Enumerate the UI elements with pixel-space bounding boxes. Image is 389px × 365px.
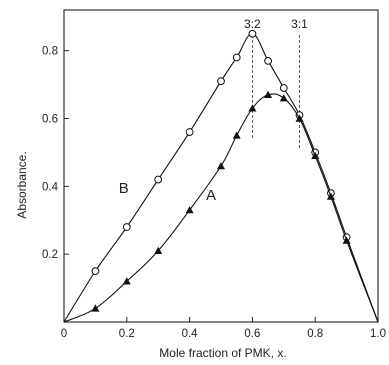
plot-border (63, 9, 379, 323)
plot-frame (63, 9, 379, 323)
series-label: A (206, 187, 216, 204)
series-label: B (119, 180, 129, 197)
data-point-triangle (185, 206, 194, 214)
y-axis-title: Absorbance. (15, 151, 29, 218)
x-tick-label: 0.4 (182, 328, 199, 340)
data-point-triangle (91, 304, 100, 312)
x-tick-label: 0.6 (244, 328, 260, 340)
y-tick-label: 0.2 (42, 249, 58, 261)
data-point-triangle (326, 192, 335, 200)
data-point-circle (154, 175, 163, 184)
data-point-circle (122, 223, 131, 231)
data-point-circle (217, 77, 225, 86)
data-point-circle (91, 267, 100, 276)
data-point-circle (248, 29, 257, 38)
series-line (63, 93, 379, 323)
data-point-circle (279, 84, 288, 92)
data-point-triangle (232, 131, 241, 139)
series-a: A (63, 90, 379, 323)
data-point-triangle (217, 162, 225, 170)
ratio-label: 3:2 (244, 17, 261, 31)
y-tick-label: 0.6 (42, 114, 58, 126)
data-point-circle (232, 53, 241, 62)
data-point-triangle (295, 114, 304, 122)
axis-ticks: 0 0.2 0.4 0.6 0.8 1.0 0.2 0.4 0.6 0.8 (42, 46, 386, 340)
x-tick-label: 1.0 (370, 328, 386, 340)
series-line (63, 33, 379, 323)
data-point-triangle (342, 236, 351, 244)
x-tick-label: 0.8 (307, 328, 323, 340)
data-point-triangle (122, 277, 131, 285)
data-point-triangle (279, 94, 288, 102)
data-point-circle (264, 56, 273, 65)
data-point-triangle (264, 90, 273, 98)
y-tick-label: 0.4 (42, 181, 59, 193)
y-tick-label: 0.8 (42, 46, 58, 58)
stoichiometry-lines: 3:2 3:1 (244, 17, 308, 149)
data-point-triangle (248, 104, 257, 112)
data-point-triangle (311, 151, 320, 160)
x-tick-label: 0.2 (119, 328, 135, 340)
x-axis-title: Mole fraction of PMK, x. (159, 346, 286, 360)
x-tick-label: 0 (61, 328, 67, 340)
series-b: B (63, 29, 379, 323)
ratio-label: 3:1 (291, 17, 308, 31)
data-point-triangle (154, 246, 163, 254)
data-point-circle (185, 128, 194, 136)
